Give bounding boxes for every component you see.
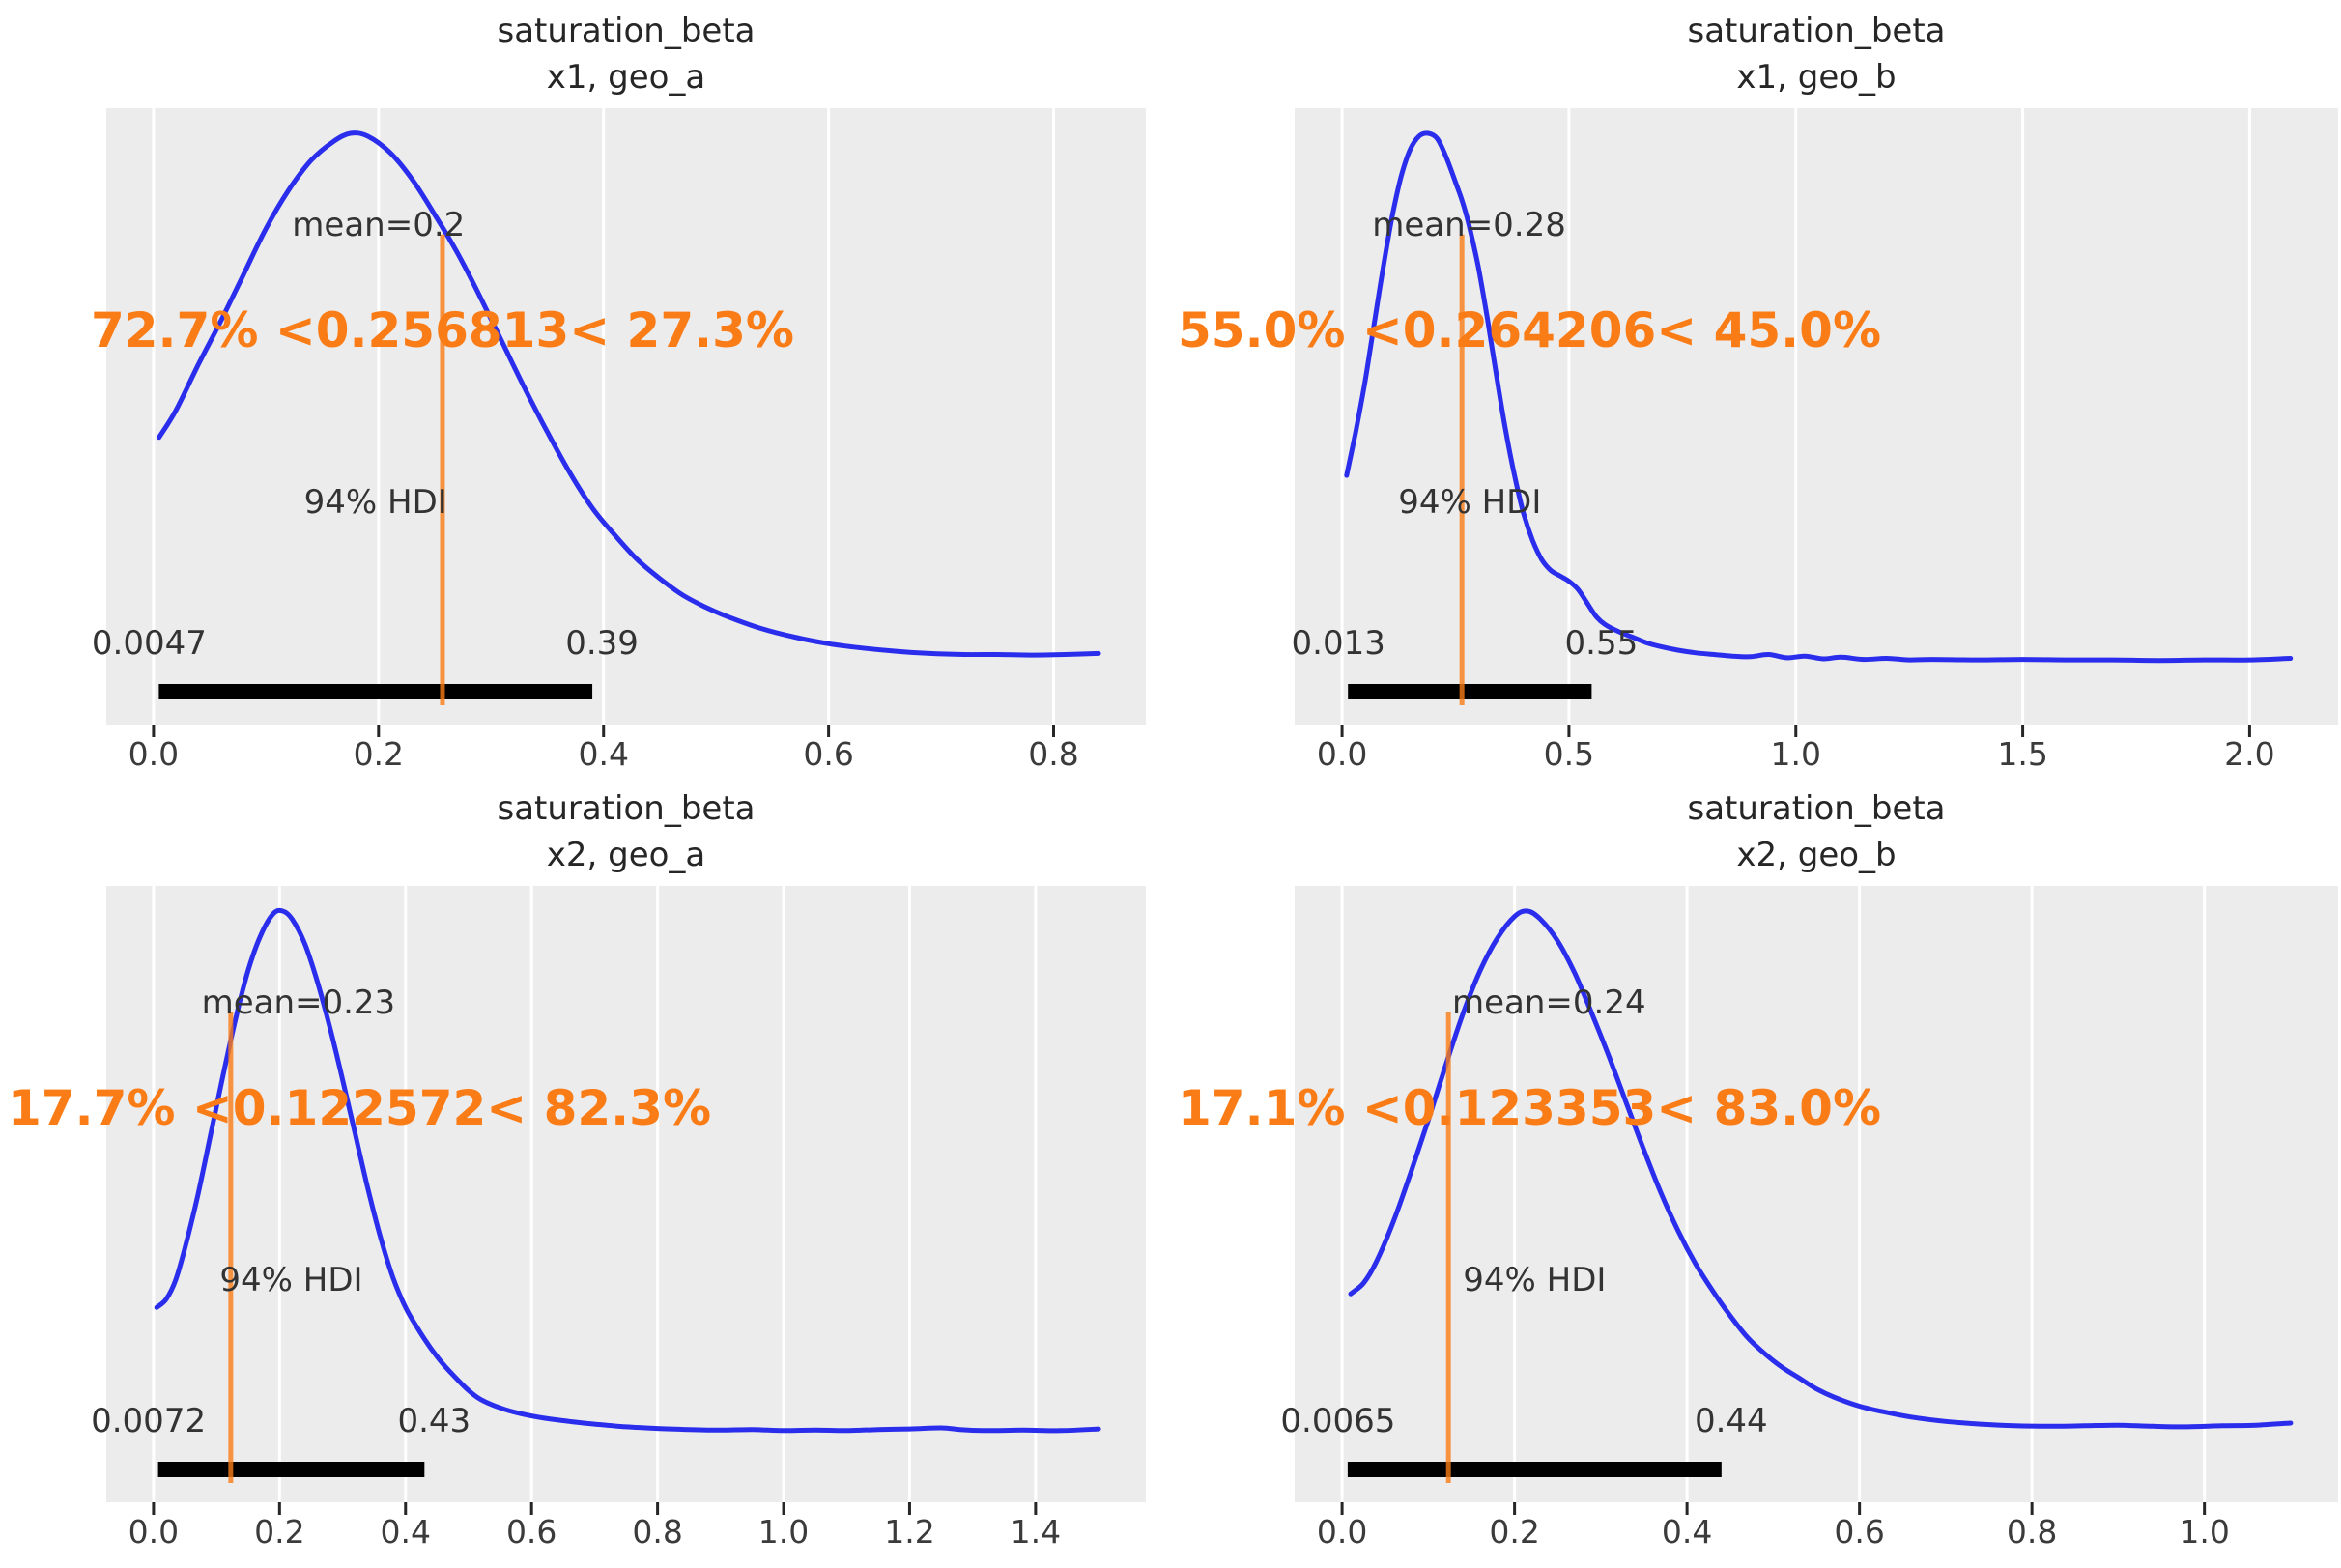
hdi-low-label: 0.0065 (1280, 1401, 1396, 1440)
x-tick-label: 0.6 (1834, 1513, 1884, 1551)
x-tick-label: 0.8 (632, 1513, 682, 1551)
plot-title: saturation_beta (1687, 789, 1946, 828)
ref-interval-label: 72.7% <0.256813< 27.3% (90, 301, 795, 358)
hdi-high-label: 0.44 (1694, 1401, 1768, 1440)
x-tick-label: 0.0 (1317, 1513, 1367, 1551)
ref-interval-label: 17.1% <0.123353< 83.0% (1178, 1079, 1882, 1136)
x-tick-label: 1.0 (758, 1513, 809, 1551)
hdi-bar (1347, 1462, 1722, 1477)
plot-area-background (1295, 886, 2338, 1502)
x-tick-label: 1.2 (884, 1513, 934, 1551)
x-tick-label: 0.0 (1317, 735, 1367, 773)
hdi-bar (157, 1462, 425, 1477)
plot-subtitle: x1, geo_b (1736, 58, 1897, 97)
x-tick-label: 0.0 (128, 1513, 179, 1551)
plot-title: saturation_beta (497, 789, 756, 828)
density-curve (1344, 130, 2294, 664)
subplot-x1-geo-a: saturation_beta x1, geo_a mean=0.2 72.7%… (0, 0, 1170, 784)
hdi-label: 94% HDI (1398, 483, 1542, 523)
hdi-high-label: 0.39 (565, 623, 639, 663)
plot-area-background (106, 108, 1146, 725)
plot-subtitle: x1, geo_a (546, 58, 706, 97)
subplot-x1-geo-b: saturation_beta x1, geo_b mean=0.28 55.0… (1170, 0, 2341, 784)
mean-label: mean=0.23 (201, 984, 396, 1023)
x-tick-label: 0.2 (254, 1513, 304, 1551)
hdi-low-label: 0.0047 (91, 623, 207, 663)
density-curve (1348, 908, 2294, 1430)
x-tick-label: 0.4 (578, 735, 628, 773)
hdi-label: 94% HDI (1463, 1261, 1607, 1300)
subplot-x2-geo-b: saturation_beta x2, geo_b mean=0.24 17.1… (1170, 784, 2341, 1568)
x-tick-label: 0.4 (381, 1513, 431, 1551)
x-tick-label: 0.2 (354, 735, 404, 773)
plot-subtitle: x2, geo_a (546, 836, 706, 874)
hdi-label: 94% HDI (219, 1261, 363, 1300)
x-tick-label: 2.0 (2224, 735, 2274, 773)
x-tick-label: 1.5 (1997, 735, 2047, 773)
x-tick-label: 0.0 (128, 735, 179, 773)
x-tick-label: 1.0 (2179, 1513, 2229, 1551)
subplot-x2-geo-a: saturation_beta x2, geo_a mean=0.23 17.7… (0, 784, 1170, 1568)
hdi-bar (1348, 684, 1592, 699)
x-tick-label: 0.6 (803, 735, 853, 773)
hdi-label: 94% HDI (303, 483, 447, 523)
x-tick-label: 0.8 (1028, 735, 1078, 773)
x-tick-label: 0.6 (506, 1513, 557, 1551)
x-tick-label: 0.4 (1662, 1513, 1712, 1551)
mean-label: mean=0.2 (292, 206, 466, 245)
hdi-low-label: 0.013 (1291, 623, 1385, 663)
hdi-high-label: 0.55 (1564, 623, 1639, 663)
density-curve (154, 907, 1101, 1434)
x-tick-label: 1.0 (1771, 735, 1821, 773)
plot-area-background (1295, 108, 2338, 725)
hdi-high-label: 0.43 (397, 1401, 471, 1440)
hdi-bar (158, 684, 593, 699)
ref-interval-label: 55.0% <0.264206< 45.0% (1178, 301, 1882, 358)
x-tick-label: 0.5 (1544, 735, 1594, 773)
ref-interval-label: 17.7% <0.122572< 82.3% (8, 1079, 712, 1136)
mean-label: mean=0.24 (1451, 984, 1646, 1023)
x-tick-label: 0.2 (1489, 1513, 1539, 1551)
x-tick-label: 0.8 (2007, 1513, 2057, 1551)
plot-title: saturation_beta (1687, 12, 1946, 50)
plot-title: saturation_beta (497, 12, 756, 50)
hdi-low-label: 0.0072 (91, 1401, 207, 1440)
plot-subtitle: x2, geo_b (1736, 836, 1897, 874)
mean-label: mean=0.28 (1372, 206, 1566, 245)
density-curve (157, 130, 1101, 658)
x-tick-label: 1.4 (1011, 1513, 1061, 1551)
